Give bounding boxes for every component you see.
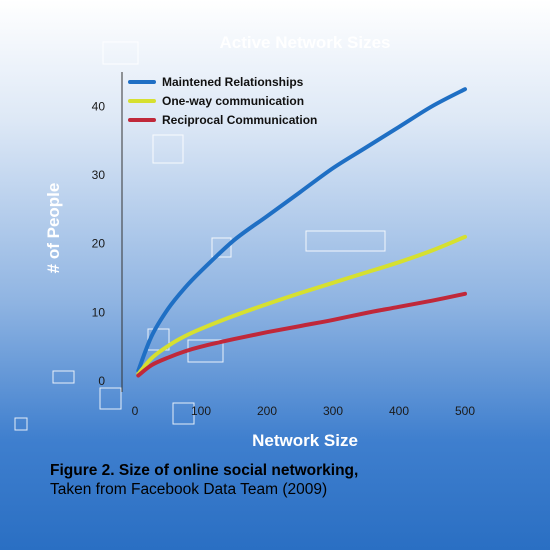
x-tick-label: 500	[455, 404, 475, 418]
x-tick-label: 100	[191, 404, 211, 418]
series-lines	[136, 87, 467, 378]
x-axis-label: Network Size	[252, 431, 358, 450]
x-tick-label: 0	[132, 404, 139, 418]
y-tick-label: 40	[92, 99, 106, 113]
y-tick-labels: 0 10 20 30 40	[92, 99, 106, 388]
legend-label: Maintened Relationships	[162, 75, 304, 89]
x-tick-labels: 0 100 200 300 400 500	[132, 404, 476, 418]
legend: Maintened Relationships One-way communica…	[128, 75, 317, 127]
caption-line-1: Figure 2. Size of online social networki…	[50, 462, 359, 479]
series-line-2	[136, 291, 467, 378]
series-line-0	[136, 87, 467, 373]
caption-line-2: Taken from Facebook Data Team (2009)	[50, 481, 328, 498]
deco-box	[14, 417, 28, 431]
x-tick-label: 400	[389, 404, 409, 418]
deco-box	[102, 41, 139, 65]
deco-box	[52, 370, 75, 384]
deco-box	[99, 387, 122, 410]
series-line-1	[136, 234, 467, 377]
figure-caption: Figure 2. Size of online social networki…	[50, 461, 530, 499]
deco-box	[172, 402, 195, 425]
chart-title: Active Network Sizes	[219, 33, 390, 52]
legend-label: One-way communication	[162, 94, 304, 108]
y-axis-label: # of People	[44, 183, 63, 274]
deco-box	[152, 134, 184, 164]
x-tick-label: 300	[323, 404, 343, 418]
y-tick-label: 0	[98, 374, 105, 388]
y-tick-label: 10	[92, 305, 106, 319]
legend-label: Reciprocal Communication	[162, 113, 317, 127]
deco-box	[305, 230, 386, 252]
y-tick-label: 20	[92, 237, 106, 251]
y-tick-label: 30	[92, 168, 106, 182]
deco-box	[211, 237, 232, 258]
x-tick-label: 200	[257, 404, 277, 418]
